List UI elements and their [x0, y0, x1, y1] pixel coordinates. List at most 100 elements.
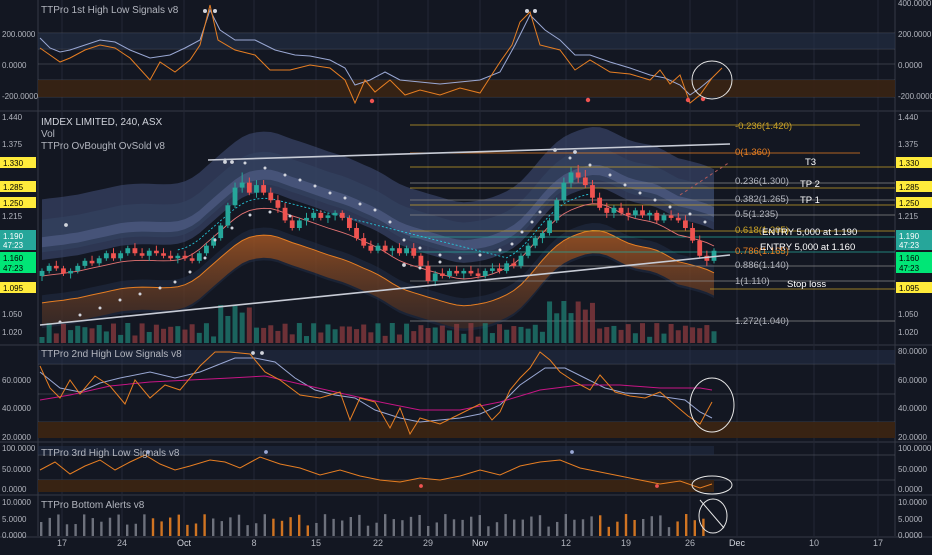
osc1-left-tick: 0.0000 — [2, 61, 27, 70]
candle-body — [432, 273, 438, 281]
alert-bar — [495, 522, 499, 536]
volume-bar — [518, 326, 524, 343]
candle-body — [683, 220, 688, 228]
candle-body — [289, 220, 295, 228]
sar-dot — [268, 210, 272, 214]
sar-dot — [668, 205, 672, 209]
price-label-text: 1.095 — [3, 284, 24, 293]
price-label-text: 1.285 — [3, 183, 24, 192]
alert-bar — [616, 521, 619, 536]
candle-body — [497, 268, 502, 271]
volume-bar — [332, 329, 338, 343]
sar-dot — [688, 212, 692, 216]
candle-body — [175, 255, 181, 259]
candle-body — [461, 270, 467, 274]
candle-body — [189, 258, 195, 261]
sar-dot — [438, 253, 442, 257]
alert-bar — [435, 522, 438, 536]
volume-bar — [125, 323, 131, 343]
price-label-text: 1.250 — [899, 199, 920, 208]
alert-bar — [298, 514, 301, 536]
alert-bar — [633, 519, 636, 536]
sar-dot — [230, 226, 234, 230]
volume-bar — [632, 333, 638, 343]
candle-body — [232, 187, 238, 206]
osc1-left-tick: 200.0000 — [2, 30, 36, 39]
alert-bar — [177, 514, 180, 536]
candle-body — [575, 172, 581, 178]
volume-bar — [318, 332, 324, 343]
candle-body — [146, 250, 152, 256]
time-label: 15 — [311, 538, 321, 548]
price-label-box — [896, 181, 932, 192]
volume-bar — [346, 326, 352, 343]
osc2-left-tick: 40.0000 — [2, 404, 31, 413]
candle-body — [525, 245, 531, 256]
lower-orange-band — [42, 230, 714, 329]
target-tp2: TP 2 — [800, 179, 820, 190]
alert-bar — [117, 514, 120, 536]
price-label-text: 47:23 — [899, 241, 920, 250]
price-label-text: 1.330 — [899, 159, 920, 168]
time-label: 17 — [873, 538, 883, 548]
osc3-signal-dot — [570, 450, 574, 454]
candle-body — [46, 265, 52, 271]
alert-bar — [607, 526, 610, 536]
main-tick: 1.020 — [898, 328, 919, 337]
fib-label: 0.786(1.165) — [735, 246, 789, 257]
candle-body — [332, 212, 338, 216]
alert-bar — [246, 525, 249, 536]
main-left-tick: 1.440 — [2, 113, 23, 122]
time-axis: 17 24 Oct 8 15 22 29 Nov 12 19 26 Dec 10… — [57, 538, 883, 548]
fib-label: 1(1.110) — [735, 276, 770, 287]
osc2-left-tick: 20.0000 — [2, 433, 31, 442]
osc3-left-tick: 0.0000 — [2, 485, 27, 494]
alert-bar — [590, 516, 593, 536]
volume-bar — [304, 336, 310, 343]
main-tick: 1.215 — [898, 212, 919, 221]
candle-body — [611, 207, 617, 213]
volume-bar — [468, 323, 474, 343]
alert-bar — [642, 518, 645, 536]
volume-bar — [296, 323, 302, 343]
volume-bar — [339, 326, 345, 343]
osc1-highlight-circle — [691, 60, 733, 100]
candle-body — [418, 255, 424, 266]
price-label-box — [0, 239, 36, 250]
price-label-box — [896, 230, 932, 241]
entry-2: ENTRY 5,000 at 1.160 — [760, 242, 855, 253]
signal-dot — [223, 160, 227, 164]
lower-band-top-edge — [41, 229, 715, 307]
sar-dot — [498, 248, 502, 252]
candle-body — [325, 215, 331, 218]
candle-body — [632, 210, 638, 216]
signal-dot — [230, 160, 234, 164]
candle-body — [168, 255, 174, 259]
osc2-tick: 80.0000 — [898, 347, 927, 356]
candle-body — [125, 248, 131, 254]
candle-body — [311, 212, 317, 218]
volume-bar — [454, 323, 460, 343]
volume-bar — [225, 315, 231, 343]
candle-body — [468, 270, 474, 274]
alert-bar — [418, 514, 421, 536]
sar-dot — [98, 306, 102, 310]
price-label-text: 1.285 — [899, 183, 920, 192]
candle-body — [218, 225, 224, 239]
volume-bar — [589, 302, 595, 343]
alert-bar — [263, 514, 266, 536]
projection-line — [679, 161, 731, 196]
candle-body — [139, 253, 145, 256]
volume-bar — [60, 324, 66, 343]
osc1-slow-line — [39, 8, 713, 96]
sar-dot — [298, 178, 302, 182]
candle-body — [475, 273, 481, 276]
fib-levels: -0.236(1.420) 0(1.360) 0.236(1.300) 0.38… — [735, 121, 792, 327]
alert-bar — [91, 518, 94, 536]
osc2-signal-dot — [251, 351, 255, 355]
volume-bar — [575, 301, 581, 343]
alert-bar — [306, 525, 309, 536]
osc4-tick: 10.0000 — [898, 498, 927, 507]
osc2-slow-line — [39, 357, 713, 423]
